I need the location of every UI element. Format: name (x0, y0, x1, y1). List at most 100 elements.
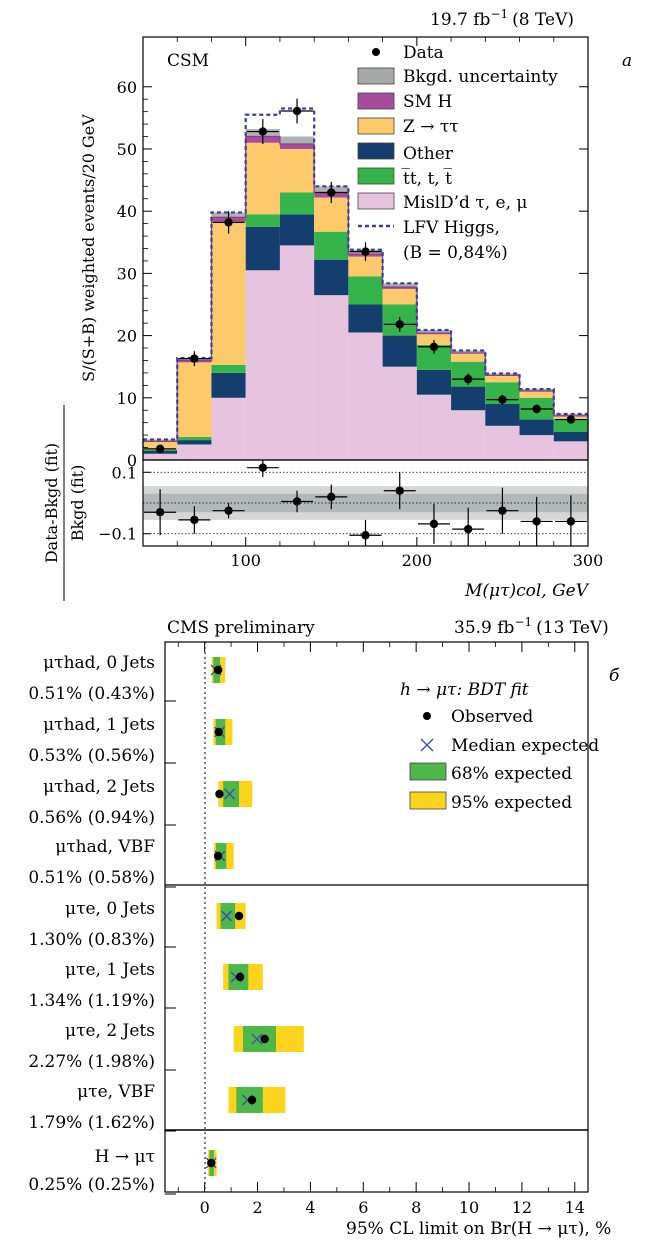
ratio-frame (142, 459, 589, 547)
legend-ztautau-label: Z → ττ (403, 117, 459, 137)
bar-series0-bin3 (245, 270, 280, 460)
x-axis-ticks: 100 200 300 (176, 37, 603, 570)
category-label-2: μτhad, 2 Jets (43, 777, 155, 797)
xtick-b-label-4: 8 (411, 1198, 421, 1217)
legend-other-label: Other (403, 144, 454, 164)
uncertainty-bin10 (485, 373, 520, 376)
data-point-1 (190, 354, 199, 363)
bar-series1-bin4 (279, 214, 315, 246)
legend-misid-label: MislD’d τ, e, μ (403, 193, 527, 213)
ytick-label-4: 40 (117, 202, 137, 221)
panel-letter: a (622, 51, 632, 71)
category-label-1: μτhad, 1 Jets (43, 715, 155, 735)
data-point-4 (292, 106, 302, 116)
luminosity-label: 19.7 fb−1 (8 TeV) (430, 7, 574, 30)
y-axis-label: S/(S+B) weighted events/20 GeV (79, 114, 98, 382)
category-value-7: 1.79% (1.62%) (28, 1113, 155, 1133)
data-point-7 (395, 320, 404, 329)
observed-6 (260, 1034, 269, 1044)
panel-a-main: 0 10 20 30 40 50 60 (117, 36, 589, 470)
bar-series2-bin10 (485, 382, 520, 405)
bar-series0-bin6 (348, 332, 383, 460)
ratio-point-7 (395, 486, 404, 495)
ratio-ylabel-numerator: Data-Bkgd (fit) (42, 443, 61, 563)
bar-series4-bin4 (279, 143, 315, 149)
legend-95-label: 95% expected (451, 793, 572, 813)
category-value-3: 0.51% (0.58%) (28, 868, 155, 888)
uncertainty-bin7 (382, 283, 417, 288)
bar-series0-bin7 (382, 366, 417, 460)
bar-series2-bin3 (245, 214, 280, 227)
ratio-point-1 (190, 515, 199, 525)
bar-series3-bin9 (451, 353, 486, 362)
bar-series1-bin5 (314, 259, 349, 296)
category-value-1: 0.53% (0.56%) (28, 746, 155, 766)
data-point-0 (155, 444, 165, 454)
data-point-3 (258, 127, 268, 136)
bar-series1-bin10 (485, 404, 520, 426)
xtick-b-label-3: 6 (358, 1198, 368, 1217)
bar-series1-bin3 (245, 226, 280, 271)
bar-series2-bin12 (553, 419, 588, 433)
observed-7 (247, 1095, 257, 1105)
category-value-6: 2.27% (1.98%) (28, 1052, 155, 1072)
panel-a-ratio: 0.1−0.1 100 200 300 (98, 37, 603, 570)
limit-rows (205, 657, 304, 1176)
category-label-3: μτhad, VBF (55, 837, 155, 857)
bar-series3-bin8 (416, 334, 452, 345)
bar-series2-bin6 (348, 276, 383, 305)
xtick-label-1: 200 (402, 551, 433, 570)
category-label-4: μτe, 0 Jets (65, 899, 155, 919)
luminosity-label-b: 35.9 fb−1 (13 TeV) (454, 615, 609, 638)
x-axis-label: M(μτ)col, GeV (464, 581, 590, 601)
category-value-2: 0.56% (0.94%) (28, 808, 155, 828)
xtick-b-label-6: 12 (512, 1198, 532, 1217)
data-point-5 (327, 188, 336, 197)
ytick-label-2: 20 (117, 327, 137, 346)
bar-series1-bin2 (211, 372, 246, 398)
legend-misid: MislD’d τ, e, μ (357, 192, 527, 213)
xtick-label-0: 100 (230, 551, 261, 570)
data-point-12 (566, 415, 576, 424)
data-point-9 (463, 374, 473, 384)
ratio-point-0 (155, 508, 165, 517)
bar-series3-bin6 (348, 256, 383, 277)
legend-data: Data (372, 43, 444, 63)
uncertainty-bin0 (143, 439, 178, 442)
band68-6 (242, 1026, 277, 1052)
header-label: CSM (167, 51, 209, 71)
svg-text:35.9 fb−1(13 TeV): 35.9 fb−1 (13 TeV) (454, 615, 609, 638)
bar-series2-bin4 (279, 192, 315, 215)
bar-series3-bin11 (519, 391, 554, 398)
legend-median: Median expected (420, 736, 599, 756)
x-axis-ticks-b: 0 2 4 6 8 10 12 14 (177, 642, 585, 1217)
observed-2 (215, 789, 224, 799)
ytick-label-1: 10 (117, 389, 137, 408)
data-point-10 (498, 395, 507, 404)
bar-series4-bin7 (382, 287, 417, 289)
legend-median-marker (420, 738, 434, 752)
bar-series0-bin10 (485, 425, 520, 460)
observed-4 (234, 911, 244, 921)
category-value-5: 1.34% (1.19%) (28, 991, 155, 1011)
bar-series2-bin2 (211, 364, 246, 373)
ratio-point-12 (566, 517, 576, 526)
xtick-b-label-7: 14 (565, 1198, 585, 1217)
ratio-point-3 (258, 463, 268, 472)
xtick-b-label-1: 2 (252, 1198, 262, 1217)
legend-sm-higgs-label: SM H (403, 92, 452, 112)
band68-2 (223, 781, 240, 807)
panel-letter-b: б (609, 666, 620, 686)
bar-series1-bin9 (451, 386, 486, 411)
header-label-b: CMS preliminary (167, 618, 315, 638)
xtick-b-label-2: 4 (305, 1198, 315, 1217)
data-point-11 (532, 404, 541, 414)
bar-series3-bin1 (177, 362, 212, 437)
ratio-ylabel-denominator: Bkgd (fit) (68, 465, 87, 542)
ratio-point-4 (292, 497, 302, 506)
bar-series0-bin9 (451, 410, 486, 460)
legend-b-title: h → μτ: BDT fit (400, 680, 529, 700)
bar-series1-bin6 (348, 304, 383, 333)
category-labels: μτhad, 0 Jets 0.51% (0.43%) μτhad, 1 Jets 0… (28, 653, 176, 1195)
panel-b-plot: μτhad, 0 Jets 0.51% (0.43%) μτhad, 1 Jets 0… (28, 641, 589, 1217)
